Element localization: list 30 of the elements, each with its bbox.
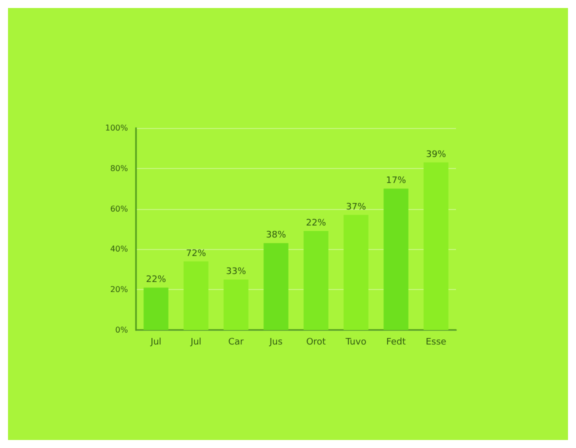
x-tick-label: Jul	[150, 338, 162, 348]
annotation: 39%	[426, 150, 446, 160]
annotation: 37%	[346, 202, 366, 212]
y-tick-label: 60%	[110, 204, 128, 214]
bar	[144, 288, 168, 330]
annotation: 38%	[266, 230, 286, 241]
y-tick-label: 20%	[110, 285, 128, 294]
y-tick-label: 0%	[115, 326, 128, 334]
bar	[344, 214, 368, 330]
annotation: 22%	[306, 218, 326, 229]
x-tick-label: Fedt	[386, 338, 406, 348]
annotation: 72%	[186, 248, 206, 259]
bar	[224, 280, 248, 330]
bar	[424, 162, 448, 330]
bar	[184, 261, 208, 330]
y-tick-label: 100%	[105, 124, 128, 132]
x-tick-label: Orot	[306, 338, 326, 348]
annotation: 17%	[386, 176, 406, 186]
y-tick-label: 40%	[110, 244, 128, 254]
x-tick-label: Jul	[190, 338, 202, 348]
bar	[304, 231, 328, 330]
bar	[264, 243, 288, 330]
y-tick-label: 80%	[110, 164, 128, 173]
bar	[384, 188, 408, 330]
annotation: 33%	[226, 267, 246, 277]
annotation: 22%	[146, 275, 166, 286]
x-tick-label: Car	[228, 338, 244, 348]
x-tick-label: Esse	[426, 338, 447, 348]
x-tick-label: Tuvo	[344, 338, 367, 348]
x-tick-label: Jus	[268, 338, 283, 348]
